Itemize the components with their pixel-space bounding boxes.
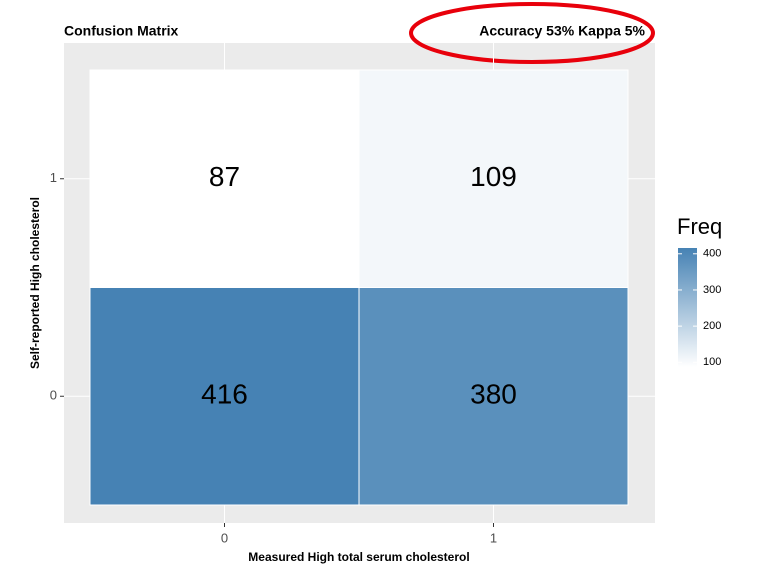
cell-label: 109	[470, 161, 517, 192]
colorbar-tick-label: 300	[703, 284, 721, 296]
legend-title: Freq	[677, 214, 722, 239]
highlight-ellipse	[409, 2, 655, 64]
x-axis-label: Measured High total serum cholesterol	[248, 550, 469, 564]
x-tick-label: 1	[490, 530, 497, 545]
cell-label: 380	[470, 379, 517, 410]
colorbar-tick-label: 200	[703, 320, 721, 332]
y-tick-label: 1	[50, 170, 57, 185]
heatmap-cell	[358, 69, 629, 288]
chart-title: Confusion Matrix	[64, 23, 179, 39]
colorbar-tick-label: 400	[703, 248, 721, 260]
x-tick-label: 0	[221, 530, 228, 545]
chart-subtitle: Accuracy 53% Kappa 5%	[479, 23, 645, 39]
colorbar-tick-label: 100	[703, 356, 721, 368]
heatmap-cell	[358, 287, 629, 506]
heatmap-cell	[89, 69, 360, 288]
y-tick-label: 0	[50, 388, 57, 403]
cell-label: 416	[201, 379, 248, 410]
y-axis-label: Self-reported High cholesterol	[28, 197, 42, 369]
colorbar	[678, 248, 697, 367]
cell-label: 87	[209, 161, 240, 192]
heatmap-cell	[89, 287, 360, 506]
